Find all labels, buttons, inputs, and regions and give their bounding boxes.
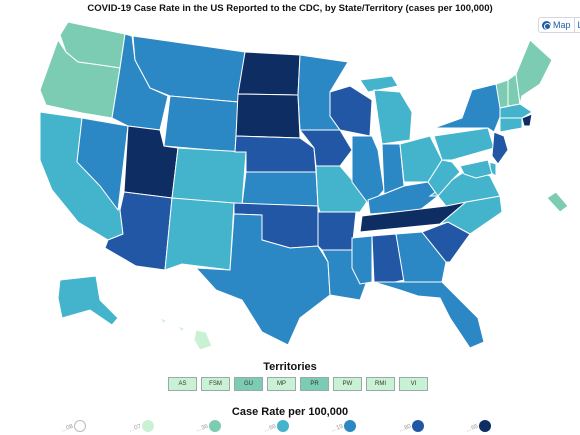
state-ma[interactable] [499,103,533,119]
state-hi[interactable] [158,317,213,351]
states-layer [39,21,569,351]
territory-vi[interactable]: VI [399,377,428,391]
territory-gu[interactable]: GU [234,377,263,391]
map-view-label: Map [553,20,571,30]
territory-mp[interactable]: MP [267,377,296,391]
legend-label: …65 [465,423,479,434]
state-mo[interactable] [315,165,369,213]
territories-title: Territories [263,361,317,373]
state-ms[interactable] [351,235,373,285]
state-nj[interactable] [491,131,509,165]
state-sc[interactable] [421,221,471,263]
map-view-button[interactable]: Map [539,18,574,32]
legend-swatch [276,420,289,432]
state-sd[interactable] [235,93,301,139]
state-tx[interactable] [194,213,331,346]
legend-swatch [74,420,86,432]
legend-swatch [209,420,221,432]
legend-label: …08 [60,423,74,434]
territory-pw[interactable]: PW [333,377,362,391]
view-toggle: Map L [538,17,580,33]
territories-row: AS FSM GU MP PR PW RMI VI [168,377,428,391]
state-md[interactable] [459,159,493,179]
list-view-label: L [578,20,580,30]
state-dc[interactable] [546,191,569,213]
legend-swatch [411,420,424,432]
state-va[interactable] [428,167,501,207]
state-me[interactable] [515,39,553,105]
state-ct[interactable] [499,117,523,133]
map-title: COVID-19 Case Rate in the US Reported to… [87,3,493,14]
us-choropleth-map [39,21,569,351]
legend-label: …19 [330,423,344,434]
state-ny[interactable] [433,83,503,133]
legend-swatch [344,420,356,432]
legend-swatch [141,420,154,432]
state-ga[interactable] [395,231,447,283]
legend-label: …36 [195,423,209,434]
state-ar[interactable] [317,211,357,251]
state-wy[interactable] [163,95,239,153]
state-nv[interactable] [76,117,129,212]
territory-rmi[interactable]: RMI [366,377,395,391]
state-ks[interactable] [241,171,319,207]
state-co[interactable] [171,147,247,206]
state-pa[interactable] [433,127,495,161]
list-view-button[interactable]: L [573,18,580,32]
territory-as[interactable]: AS [168,377,197,391]
state-nm[interactable] [164,197,235,271]
globe-icon [542,20,551,30]
legend-label: …07 [127,423,142,434]
state-ri[interactable] [521,113,533,127]
legend-label: …80 [397,423,412,434]
legend-title: Case Rate per 100,000 [231,406,349,418]
state-nd[interactable] [237,51,301,96]
legend-swatch [479,420,491,432]
legend-label: …66 [262,423,277,434]
state-ne[interactable] [234,135,317,173]
state-fl[interactable] [373,281,485,349]
territory-fsm[interactable]: FSM [201,377,230,391]
territory-pr[interactable]: PR [300,377,329,391]
state-ak[interactable] [57,275,119,326]
state-mi[interactable] [359,75,413,145]
